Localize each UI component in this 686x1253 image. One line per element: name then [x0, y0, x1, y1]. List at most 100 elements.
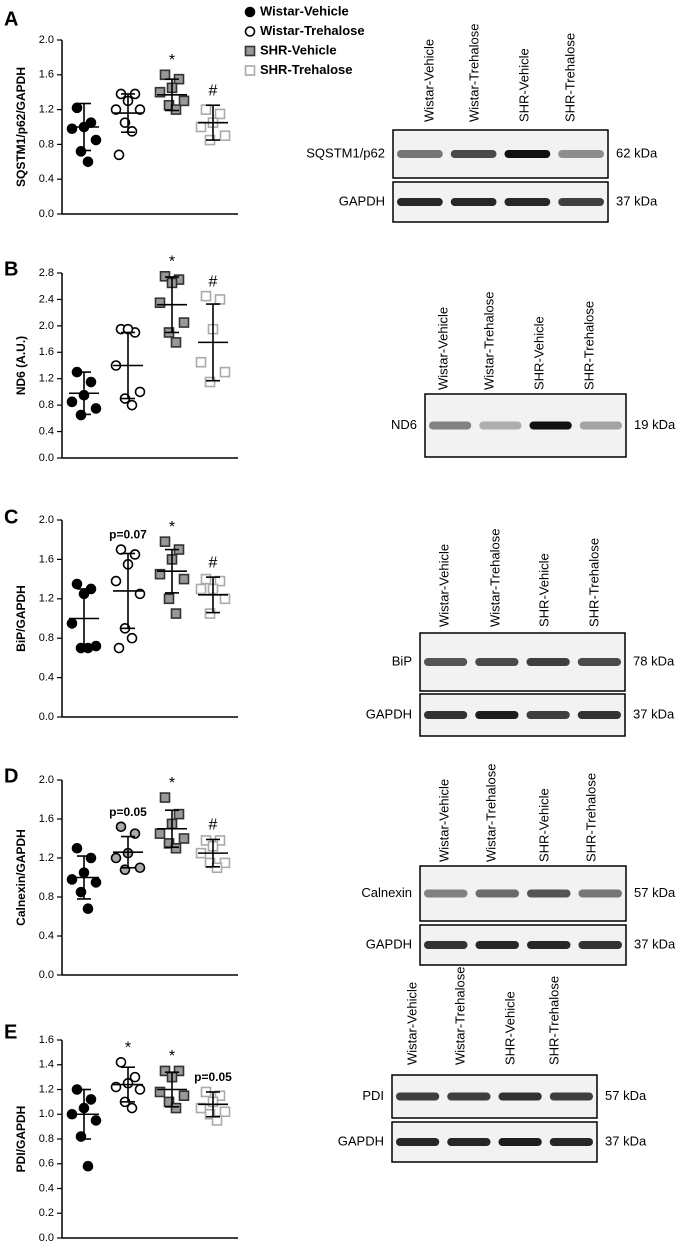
y-tick-label: 0.0 [39, 711, 54, 723]
y-axis-label: Calnexin/GAPDH [14, 829, 28, 926]
y-tick-label: 1.6 [39, 813, 54, 825]
data-point [195, 583, 207, 595]
annotation: * [169, 254, 175, 271]
legend-marker [244, 65, 256, 76]
error-bar [206, 1091, 220, 1118]
y-tick-label: 0.8 [39, 891, 54, 903]
error-bar [77, 855, 91, 900]
lane-label: SHR-Vehicle [536, 553, 551, 627]
data-point [110, 575, 122, 587]
data-point [82, 1160, 94, 1172]
annotation: p=0.07 [109, 528, 147, 542]
y-tick-label: 1.2 [39, 104, 54, 116]
blot-band [558, 150, 604, 158]
lane-label: Wistar-Vehicle [436, 544, 451, 627]
data-point [154, 1086, 166, 1098]
y-tick-label: 0.8 [39, 1133, 54, 1145]
data-point [154, 828, 166, 839]
annotation: # [209, 554, 218, 571]
panel-label: E [4, 1021, 17, 1043]
data-point [71, 842, 83, 854]
data-point [178, 317, 190, 328]
y-tick-label: 2.0 [39, 34, 54, 46]
panel-label: B [4, 258, 18, 280]
blot-band [447, 1138, 491, 1146]
data-point [85, 376, 97, 388]
y-tick-label: 1.0 [39, 1108, 54, 1120]
data-point [214, 835, 226, 846]
y-axis-label: PDI/GAPDH [14, 1106, 28, 1173]
blot-band [475, 941, 519, 949]
data-point [90, 134, 102, 146]
lane-label: SHR-Trehalose [583, 773, 598, 862]
data-point [82, 156, 94, 168]
y-tick-label: 1.2 [39, 373, 54, 385]
data-point [134, 862, 146, 874]
protein-label: BiP [392, 653, 412, 668]
data-point [163, 593, 175, 605]
protein-label: ND6 [391, 417, 417, 432]
data-point [159, 536, 171, 547]
y-tick-label: 0.4 [39, 173, 54, 185]
lane-label: SHR-Trehalose [581, 301, 596, 390]
mw-label: 62 kDa [616, 145, 658, 160]
blot-band [475, 889, 519, 898]
legend-label: SHR-Vehicle [260, 42, 337, 57]
y-tick-label: 0.8 [39, 632, 54, 644]
y-tick-label: 1.2 [39, 1083, 54, 1095]
y-axis-label: ND6 (A.U.) [14, 336, 28, 395]
lane-label: SHR-Vehicle [531, 316, 546, 390]
error-bar [121, 1066, 135, 1103]
data-point [129, 549, 141, 560]
data-point [173, 1065, 185, 1077]
data-point [85, 852, 97, 864]
y-tick-label: 1.2 [39, 593, 54, 605]
y-tick-label: 2.8 [39, 267, 54, 279]
y-tick-label: 0.0 [39, 452, 54, 464]
y-tick-label: 1.2 [39, 852, 54, 864]
legend-marker [244, 45, 256, 57]
data-point [159, 792, 171, 803]
blot-band [549, 1092, 593, 1101]
protein-label: PDI [362, 1088, 384, 1103]
blot-band [526, 658, 570, 666]
blot-band [578, 941, 622, 949]
error-bar [77, 102, 91, 152]
legend-label: Wistar-Vehicle [260, 3, 349, 18]
error-bar [77, 588, 91, 649]
protein-label: GAPDH [338, 1133, 384, 1148]
data-point [110, 104, 122, 115]
annotation: p=0.05 [109, 805, 147, 819]
data-point [71, 102, 83, 114]
blot-band [504, 198, 551, 206]
data-point [195, 356, 207, 368]
data-point [170, 842, 182, 854]
error-bar [206, 104, 220, 141]
blot-band [549, 1138, 593, 1146]
y-tick-label: 2.0 [39, 320, 54, 332]
blot-band [498, 1138, 542, 1146]
error-bar [121, 835, 135, 869]
blot-band [450, 198, 497, 206]
data-point [126, 126, 138, 137]
data-point [66, 874, 78, 885]
legend-label: Wistar-Trehalose [260, 23, 365, 38]
data-point [200, 835, 212, 846]
blot-band [397, 198, 443, 206]
y-tick-label: 1.6 [39, 346, 54, 358]
blot-band [424, 941, 468, 949]
error-bar [165, 276, 179, 334]
data-point [129, 1071, 141, 1083]
annotation: * [125, 1039, 131, 1056]
lane-label: Wistar-Trehalose [481, 292, 496, 390]
annotation: * [169, 519, 175, 536]
data-point [159, 69, 171, 81]
y-tick-label: 2.0 [39, 774, 54, 786]
error-bar [206, 838, 220, 868]
y-tick-label: 1.4 [39, 1059, 54, 1071]
blot-band [424, 658, 468, 666]
y-tick-label: 0.8 [39, 399, 54, 411]
lane-label: Wistar-Trehalose [466, 24, 481, 122]
data-point [178, 833, 190, 844]
